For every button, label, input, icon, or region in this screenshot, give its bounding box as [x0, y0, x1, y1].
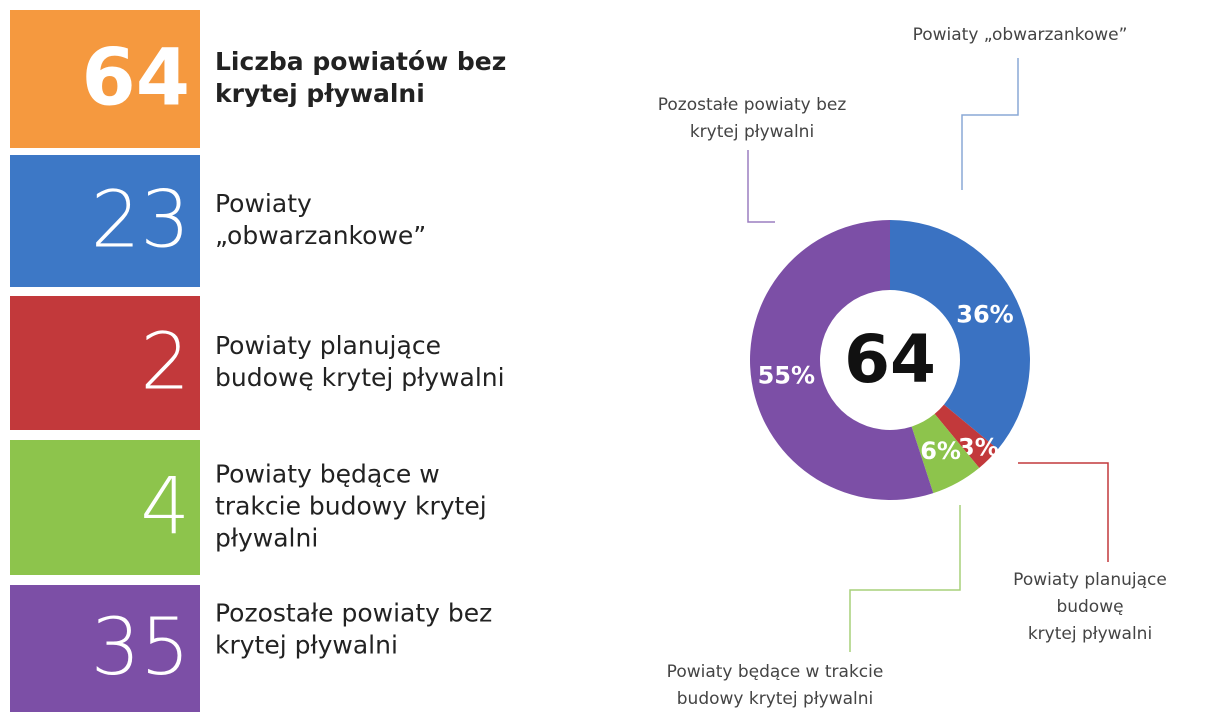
tile-label: Powiaty: [215, 189, 312, 218]
slice-name: budowę: [1056, 597, 1123, 617]
slice-name: Powiaty będące w trakcie: [667, 662, 884, 682]
value-label: 55%: [758, 361, 815, 389]
slice-name: krytej pływalni: [690, 122, 814, 142]
donut-slice: [750, 220, 934, 500]
tile-label: Liczba powiatów bez: [215, 47, 506, 76]
tile-label: trakcie budowy krytej: [215, 492, 487, 521]
value-label: 6%: [920, 437, 961, 465]
value-label: 36%: [956, 300, 1013, 328]
donut-slice: [934, 404, 998, 468]
tile-label: krytej pływalni: [215, 79, 425, 108]
leader-line: [747, 150, 775, 223]
tile-label: pływalni: [215, 524, 318, 553]
tile-label: krytej pływalni: [215, 631, 398, 660]
tile-number: 23: [91, 176, 190, 266]
leader-line: [961, 58, 1019, 190]
tile-number: 64: [81, 33, 190, 123]
slice-name: krytej pływalni: [1028, 624, 1152, 644]
tile: [10, 155, 200, 287]
tile-label: budowę krytej pływalni: [215, 363, 505, 392]
slice-name: Pozostałe powiaty bez: [658, 95, 847, 115]
tile-label: Powiaty będące w: [215, 460, 440, 489]
tile: [10, 296, 200, 430]
slice-name: Powiaty planujące: [1013, 570, 1167, 590]
tile: [10, 440, 200, 575]
tile-label: Pozostałe powiaty bez: [215, 599, 492, 628]
leader-line: [1018, 462, 1109, 562]
tile: [10, 10, 200, 148]
donut-slice: [890, 220, 1030, 450]
leader-line: [849, 505, 961, 652]
slice-name: Powiaty „obwarzankowe”: [913, 25, 1128, 45]
tile-number: 4: [140, 462, 190, 552]
slice-name: budowy krytej pływalni: [677, 689, 874, 709]
donut-slice: [911, 413, 980, 494]
tile-label: Powiaty planujące: [215, 331, 441, 360]
tile: [10, 585, 200, 712]
tile-number: 35: [91, 603, 190, 693]
tile-number: 2: [140, 318, 190, 408]
tile-label: „obwarzankowe”: [215, 221, 426, 250]
center-label: 64: [844, 321, 936, 398]
